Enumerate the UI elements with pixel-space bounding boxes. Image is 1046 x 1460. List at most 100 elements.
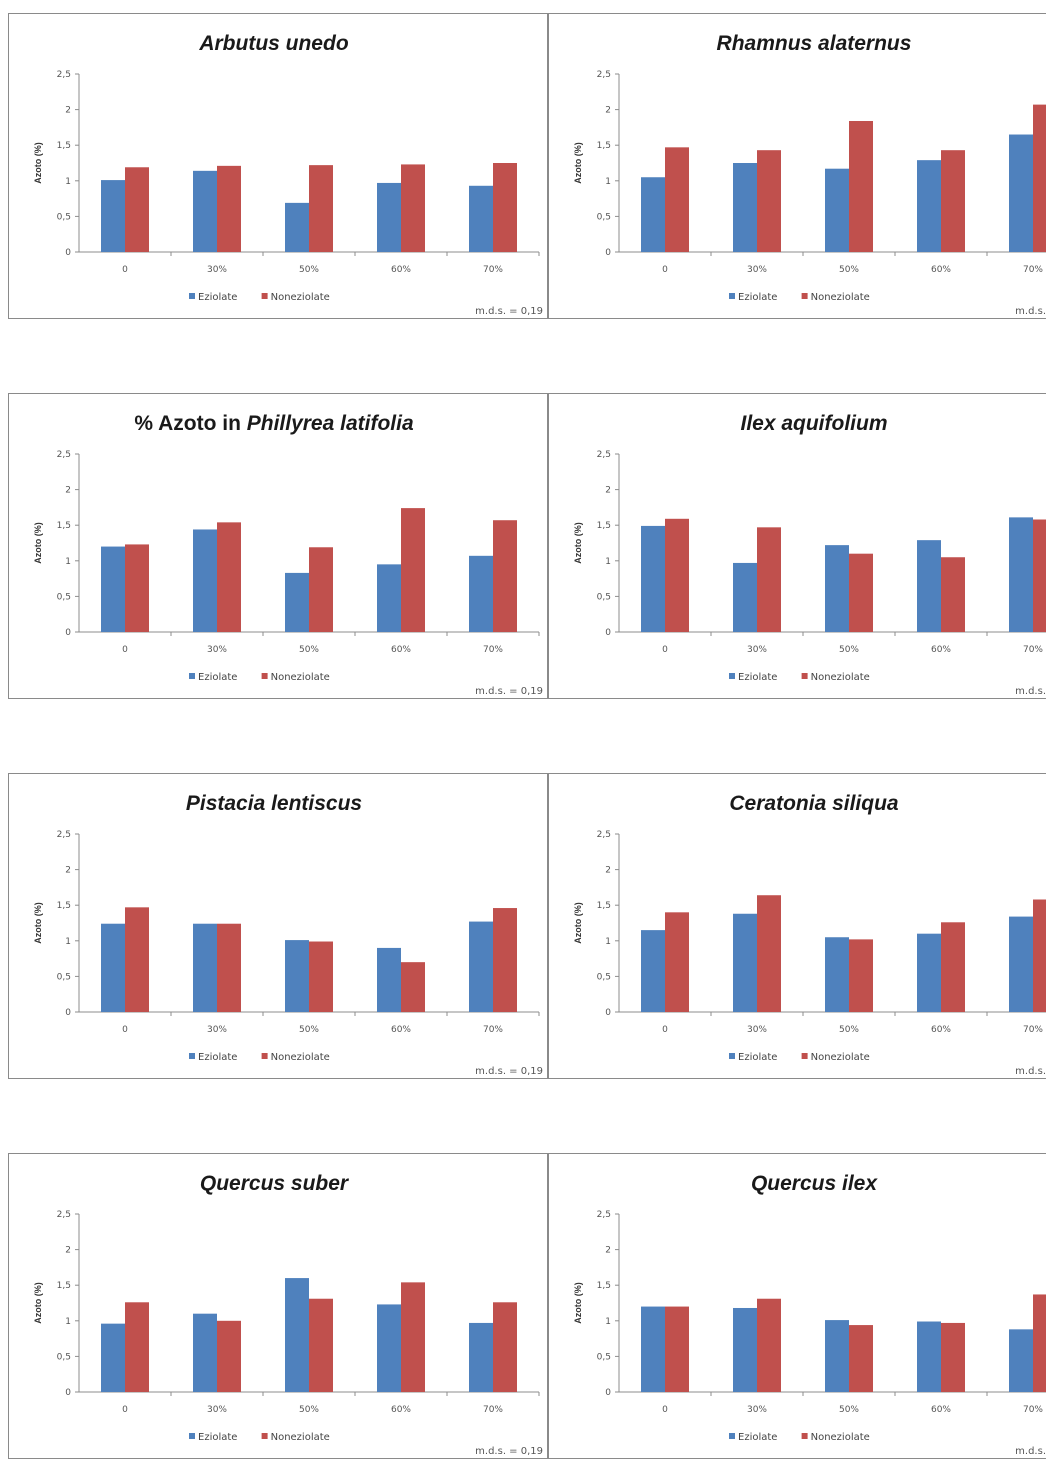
bar-chart: Arbutus unedo 0 0,5 1 1,5 2 2,5 Azoto (%) 0 30% 50… bbox=[33, 32, 543, 317]
bar-noneziolate-4 bbox=[1033, 104, 1046, 252]
chart-title-species: Quercus suber bbox=[200, 1172, 350, 1195]
legend-label: Noneziolate bbox=[271, 1432, 330, 1443]
y-tick-label: 2,5 bbox=[57, 1210, 71, 1220]
y-tick-label: 1,5 bbox=[597, 901, 611, 911]
y-tick-label: 2,5 bbox=[597, 70, 611, 80]
mds-note: m.d.s. = 0,19 bbox=[475, 1066, 543, 1077]
y-tick-label: 0,5 bbox=[597, 212, 611, 222]
x-tick-label: 30% bbox=[747, 265, 767, 275]
x-tick-label: 60% bbox=[391, 645, 411, 655]
bar-noneziolate-0 bbox=[125, 167, 149, 252]
legend-swatch bbox=[189, 1433, 195, 1439]
y-axis-label: Azoto (%) bbox=[33, 1282, 43, 1324]
x-tick-label: 50% bbox=[299, 1025, 319, 1035]
bar-eziolate-4 bbox=[469, 555, 493, 632]
bar-eziolate-4 bbox=[1009, 517, 1033, 632]
y-tick-label: 1,5 bbox=[57, 141, 71, 151]
bar-eziolate-0 bbox=[101, 546, 125, 632]
y-tick-label: 0,5 bbox=[597, 972, 611, 982]
chart-title-species: Arbutus unedo bbox=[198, 32, 348, 55]
y-tick-label: 1 bbox=[605, 177, 611, 187]
x-tick-label: 50% bbox=[839, 1405, 859, 1415]
x-tick-label: 60% bbox=[931, 1025, 951, 1035]
chart-title-species: Pistacia lentiscus bbox=[186, 792, 362, 815]
y-tick-label: 0,5 bbox=[57, 212, 71, 222]
y-tick-label: 0,5 bbox=[57, 1352, 71, 1362]
bar-noneziolate-2 bbox=[849, 1325, 873, 1392]
chart-panel: Ceratonia siliqua 0 0,5 1 1,5 2 2,5 Azoto (%) 0 3… bbox=[548, 773, 1046, 1079]
bar-eziolate-1 bbox=[733, 913, 757, 1012]
bar-noneziolate-4 bbox=[1033, 1294, 1046, 1392]
x-tick-label: 0 bbox=[662, 1405, 668, 1415]
x-tick-label: 30% bbox=[207, 645, 227, 655]
bar-noneziolate-3 bbox=[401, 164, 425, 252]
bar-eziolate-0 bbox=[101, 1323, 125, 1392]
bar-noneziolate-4 bbox=[1033, 899, 1046, 1012]
bar-noneziolate-3 bbox=[401, 962, 425, 1012]
legend-label: Noneziolate bbox=[271, 292, 330, 303]
bar-noneziolate-1 bbox=[757, 527, 781, 632]
bar-noneziolate-0 bbox=[125, 907, 149, 1012]
bar-noneziolate-4 bbox=[493, 908, 517, 1012]
chart-title: % Azoto in Phillyrea latifolia bbox=[134, 412, 414, 435]
bar-eziolate-0 bbox=[641, 525, 665, 632]
bar-eziolate-3 bbox=[377, 182, 401, 252]
y-tick-label: 0 bbox=[65, 628, 71, 638]
legend-label: Eziolate bbox=[738, 292, 777, 303]
bar-noneziolate-4 bbox=[1033, 519, 1046, 632]
bar-chart: Quercus ilex 0 0,5 1 1,5 2 2,5 Azoto (%) 0 30% 50%… bbox=[573, 1172, 1046, 1457]
x-tick-label: 30% bbox=[207, 1405, 227, 1415]
chart-panel: Quercus ilex 0 0,5 1 1,5 2 2,5 Azoto (%) 0 30% 50%… bbox=[548, 1153, 1046, 1459]
chart-title-species: Ilex aquifolium bbox=[740, 412, 887, 435]
x-tick-label: 60% bbox=[391, 1025, 411, 1035]
y-tick-label: 0 bbox=[605, 628, 611, 638]
x-tick-label: 70% bbox=[483, 645, 503, 655]
bar-eziolate-0 bbox=[101, 180, 125, 252]
bar-chart: Rhamnus alaternus 0 0,5 1 1,5 2 2,5 Azoto (%) 0 3… bbox=[573, 32, 1046, 317]
bar-noneziolate-0 bbox=[665, 1306, 689, 1392]
legend-swatch bbox=[729, 673, 735, 679]
chart-title-prefix: % Azoto in bbox=[134, 412, 246, 435]
bar-eziolate-1 bbox=[193, 1313, 217, 1392]
bar-noneziolate-1 bbox=[217, 1320, 241, 1392]
x-tick-label: 30% bbox=[747, 645, 767, 655]
bar-noneziolate-2 bbox=[849, 120, 873, 252]
bar-eziolate-2 bbox=[285, 202, 309, 252]
bar-noneziolate-3 bbox=[401, 1282, 425, 1392]
chart-title: Rhamnus alaternus bbox=[717, 32, 912, 55]
bar-noneziolate-1 bbox=[217, 923, 241, 1012]
y-tick-label: 0 bbox=[605, 1388, 611, 1398]
bar-chart: Quercus suber 0 0,5 1 1,5 2 2,5 Azoto (%) 0 30% 50… bbox=[33, 1172, 543, 1457]
bar-eziolate-2 bbox=[825, 168, 849, 252]
bar-noneziolate-0 bbox=[665, 912, 689, 1012]
bar-noneziolate-1 bbox=[757, 895, 781, 1012]
bar-eziolate-4 bbox=[469, 1322, 493, 1392]
bar-noneziolate-1 bbox=[757, 1298, 781, 1392]
x-tick-label: 0 bbox=[662, 265, 668, 275]
legend-label: Eziolate bbox=[198, 1432, 237, 1443]
x-tick-label: 0 bbox=[122, 1025, 128, 1035]
x-tick-label: 30% bbox=[207, 1025, 227, 1035]
bar-noneziolate-2 bbox=[849, 939, 873, 1012]
x-tick-label: 50% bbox=[839, 645, 859, 655]
bar-noneziolate-0 bbox=[125, 1302, 149, 1392]
x-tick-label: 50% bbox=[839, 1025, 859, 1035]
bar-eziolate-3 bbox=[917, 933, 941, 1012]
y-tick-label: 1,5 bbox=[57, 901, 71, 911]
y-tick-label: 2 bbox=[65, 866, 71, 876]
y-axis-label: Azoto (%) bbox=[573, 142, 583, 184]
bar-eziolate-4 bbox=[469, 921, 493, 1012]
y-tick-label: 0,5 bbox=[57, 592, 71, 602]
y-tick-label: 0,5 bbox=[57, 972, 71, 982]
bar-eziolate-3 bbox=[917, 540, 941, 632]
legend-swatch bbox=[801, 673, 808, 679]
y-axis-label: Azoto (%) bbox=[33, 142, 43, 184]
mds-note: m.d.s. = 0,19 bbox=[1015, 1446, 1046, 1457]
y-tick-label: 2 bbox=[605, 486, 611, 496]
bar-noneziolate-3 bbox=[941, 557, 965, 632]
x-tick-label: 60% bbox=[391, 265, 411, 275]
y-tick-label: 2 bbox=[65, 106, 71, 116]
chart-panel: Pistacia lentiscus 0 0,5 1 1,5 2 2,5 Azoto (%) 0… bbox=[8, 773, 548, 1079]
legend-label: Noneziolate bbox=[811, 672, 870, 683]
y-tick-label: 2,5 bbox=[57, 70, 71, 80]
